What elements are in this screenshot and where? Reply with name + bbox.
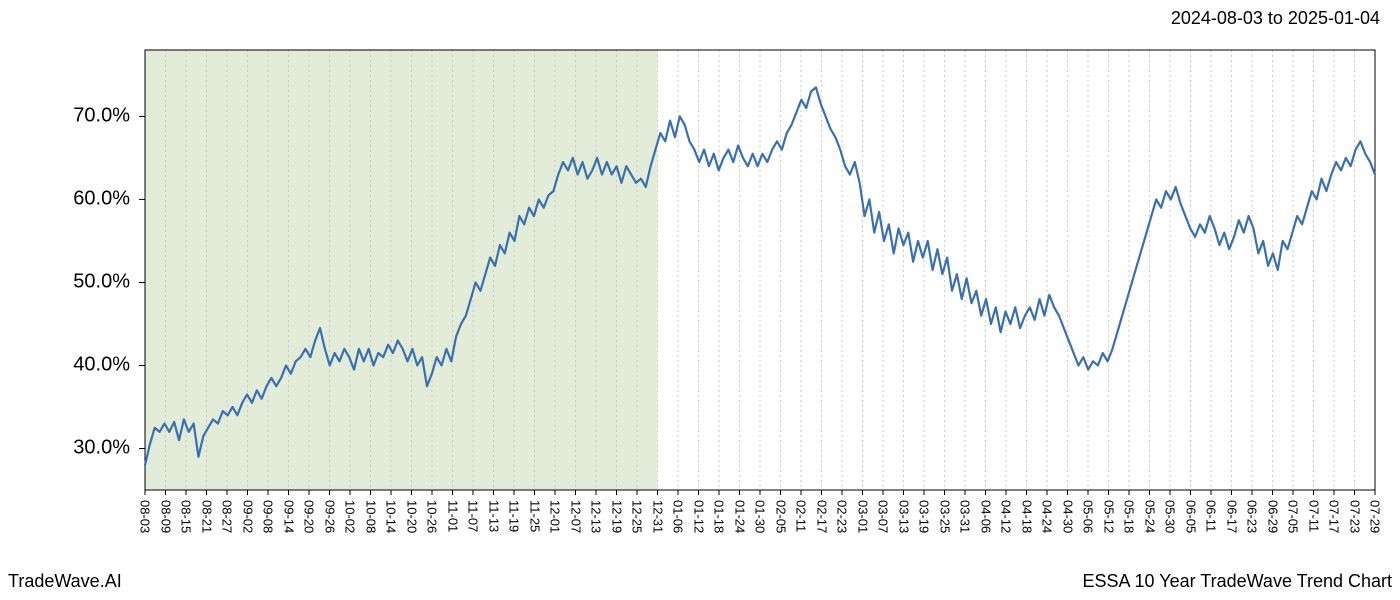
x-tick-label: 04-12 [999, 500, 1014, 533]
y-tick-label: 50.0% [0, 271, 130, 294]
y-tick-label: 30.0% [0, 437, 130, 460]
x-tick-label: 05-06 [1081, 500, 1096, 533]
x-tick-label: 12-07 [568, 500, 583, 533]
x-tick-label: 12-01 [548, 500, 563, 533]
x-tick-label: 08-21 [199, 500, 214, 533]
x-tick-label: 02-23 [835, 500, 850, 533]
x-tick-label: 12-19 [609, 500, 624, 533]
x-tick-label: 06-11 [1204, 500, 1219, 532]
x-tick-label: 06-05 [1183, 500, 1198, 533]
x-tick-label: 10-14 [384, 500, 399, 533]
x-tick-label: 09-26 [322, 500, 337, 533]
x-tick-label: 12-31 [650, 500, 665, 533]
x-tick-label: 09-14 [281, 500, 296, 533]
x-tick-label: 09-08 [261, 500, 276, 533]
x-tick-label: 11-13 [486, 500, 501, 532]
x-tick-label: 02-11 [794, 500, 809, 532]
x-tick-label: 10-08 [363, 500, 378, 533]
x-tick-label: 08-27 [220, 500, 235, 533]
chart-area: 30.0% 40.0% 50.0% 60.0% 70.0% 08-03 08-09 08-1… [0, 40, 1400, 560]
x-tick-label: 06-23 [1245, 500, 1260, 533]
chart-title-label: ESSA 10 Year TradeWave Trend Chart [1082, 571, 1392, 592]
x-tick-label: 09-02 [240, 500, 255, 533]
x-tick-label: 12-13 [589, 500, 604, 533]
x-tick-label: 10-26 [425, 500, 440, 533]
x-tick-label: 01-24 [732, 500, 747, 533]
x-tick-label: 11-25 [527, 500, 542, 532]
y-tick-label: 70.0% [0, 105, 130, 128]
x-tick-label: 04-30 [1060, 500, 1075, 533]
x-tick-label: 02-05 [773, 500, 788, 533]
x-tick-label: 11-07 [466, 500, 481, 532]
x-tick-label: 07-29 [1368, 500, 1383, 533]
x-tick-label: 07-23 [1347, 500, 1362, 533]
x-tick-label: 08-09 [158, 500, 173, 533]
y-tick-label: 40.0% [0, 354, 130, 377]
x-tick-label: 02-17 [814, 500, 829, 533]
x-tick-label: 03-25 [937, 500, 952, 533]
x-tick-label: 05-18 [1122, 500, 1137, 533]
x-tick-label: 11-01 [445, 500, 460, 532]
brand-label: TradeWave.AI [8, 571, 122, 592]
x-tick-label: 07-17 [1327, 500, 1342, 533]
x-tick-label: 01-12 [691, 500, 706, 533]
x-tick-label: 04-06 [978, 500, 993, 533]
x-tick-label: 12-25 [630, 500, 645, 533]
x-tick-label: 03-19 [917, 500, 932, 533]
x-tick-label: 04-24 [1040, 500, 1055, 533]
x-tick-label: 07-11 [1306, 500, 1321, 532]
x-tick-label: 08-03 [138, 500, 153, 533]
x-tick-label: 11-19 [507, 500, 522, 532]
x-tick-label: 03-13 [896, 500, 911, 533]
x-tick-label: 03-31 [958, 500, 973, 533]
x-tick-label: 09-20 [302, 500, 317, 533]
line-chart [0, 40, 1400, 500]
y-tick-label: 60.0% [0, 188, 130, 211]
x-tick-label: 07-05 [1286, 500, 1301, 533]
x-tick-label: 01-30 [753, 500, 768, 533]
x-tick-label: 05-12 [1101, 500, 1116, 533]
x-tick-label: 03-01 [855, 500, 870, 533]
x-tick-label: 06-17 [1224, 500, 1239, 533]
date-range-label: 2024-08-03 to 2025-01-04 [1171, 8, 1380, 29]
x-tick-label: 01-18 [712, 500, 727, 533]
x-tick-label: 06-29 [1265, 500, 1280, 533]
x-tick-label: 04-18 [1019, 500, 1034, 533]
x-tick-label: 08-15 [179, 500, 194, 533]
x-tick-label: 10-02 [343, 500, 358, 533]
x-tick-label: 03-07 [876, 500, 891, 533]
x-tick-label: 10-20 [404, 500, 419, 533]
x-tick-label: 05-30 [1163, 500, 1178, 533]
x-tick-label: 01-06 [671, 500, 686, 533]
x-tick-label: 05-24 [1142, 500, 1157, 533]
